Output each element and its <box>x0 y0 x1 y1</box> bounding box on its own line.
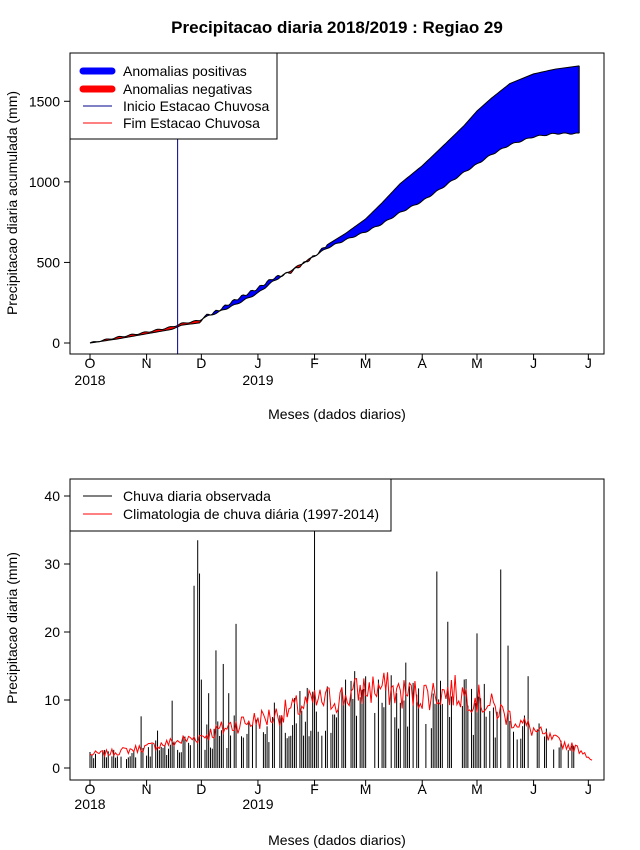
x-tick-label: N <box>142 781 152 797</box>
legend-positive-label: Anomalias positivas <box>123 63 247 79</box>
cumulative-y-axis: 0 500 1000 1500 <box>29 93 71 351</box>
x-tick-label: M <box>471 781 483 797</box>
cumulative-legend-box <box>69 52 278 140</box>
x-tick-label: J <box>530 355 537 371</box>
daily-legend-box <box>69 478 392 532</box>
x-tick-label: M <box>471 355 483 371</box>
y-tick-label: 40 <box>44 488 60 504</box>
climatology-cumulative-line <box>89 132 580 344</box>
year-label: 2018 <box>74 372 105 388</box>
x-tick-label: F <box>310 355 319 371</box>
x-tick-label: A <box>418 355 428 371</box>
y-tick-label: 1500 <box>29 93 60 109</box>
x-tick-label: F <box>310 781 319 797</box>
year-label: 2019 <box>242 796 273 812</box>
positive-anomaly-area <box>203 314 211 319</box>
y-tick-label: 10 <box>44 692 60 708</box>
legend-climatology-label: Climatologia de chuva diária (1997-2014) <box>123 506 379 522</box>
x-tick-label: J <box>530 781 537 797</box>
y-tick-label: 0 <box>52 335 60 351</box>
legend-start-label: Inicio Estacao Chuvosa <box>123 98 270 114</box>
y-tick-label: 30 <box>44 556 60 572</box>
x-tick-label: M <box>360 355 372 371</box>
legend-observed-label: Chuva diaria observada <box>123 488 271 504</box>
year-label: 2019 <box>242 372 273 388</box>
y-tick-label: 1000 <box>29 174 60 190</box>
x-tick-label: A <box>418 781 428 797</box>
cumulative-y-label: Precipitacao diaria acumulada (mm) <box>4 91 20 315</box>
cumulative-legend: Anomalias positivas Anomalias negativas … <box>69 52 278 140</box>
positive-anomaly-area <box>312 65 580 257</box>
x-tick-label: J <box>254 355 261 371</box>
negative-anomaly-area <box>100 318 204 342</box>
observed-cumulative-line <box>89 65 580 344</box>
climatology-daily-line <box>89 672 593 761</box>
x-tick-label: N <box>142 355 152 371</box>
cumulative-plot-area <box>89 65 580 354</box>
cumulative-x-axis: O N D J F M A M J J 2018 2019 <box>74 353 592 388</box>
x-tick-label: D <box>196 781 206 797</box>
x-tick-label: M <box>360 781 372 797</box>
cumulative-x-label: Meses (dados diarios) <box>268 406 406 422</box>
y-tick-label: 0 <box>52 760 60 776</box>
x-tick-label: J <box>585 781 592 797</box>
daily-y-axis: 0 10 20 30 40 <box>44 488 71 776</box>
daily-x-label: Meses (dados diarios) <box>268 832 406 848</box>
figure-title: Precipitacao diaria 2018/2019 : Regiao 2… <box>171 18 503 37</box>
daily-y-label: Precipitacao diaria (mm) <box>4 552 20 704</box>
legend-end-label: Fim Estacao Chuvosa <box>123 115 260 131</box>
daily-legend: Chuva diaria observada Climatologia de c… <box>69 478 392 532</box>
cumulative-chart: 0 500 1000 1500 O N D J F M A M J J 2018 2019 Precipit… <box>4 52 605 422</box>
y-tick-label: 500 <box>37 254 61 270</box>
daily-plot-area <box>89 482 593 768</box>
x-tick-label: J <box>254 781 261 797</box>
x-tick-label: D <box>196 355 206 371</box>
legend-negative-label: Anomalias negativas <box>123 81 252 97</box>
x-tick-label: O <box>85 355 96 371</box>
daily-x-axis: O N D J F M A M J J 2018 2019 <box>74 779 592 812</box>
year-label: 2018 <box>74 796 105 812</box>
x-tick-label: O <box>85 781 96 797</box>
x-tick-label: J <box>585 355 592 371</box>
daily-chart: 0 10 20 30 40 O N D J F M A M J J 2018 2019 Precipitaca… <box>4 478 605 848</box>
y-tick-label: 20 <box>44 624 60 640</box>
